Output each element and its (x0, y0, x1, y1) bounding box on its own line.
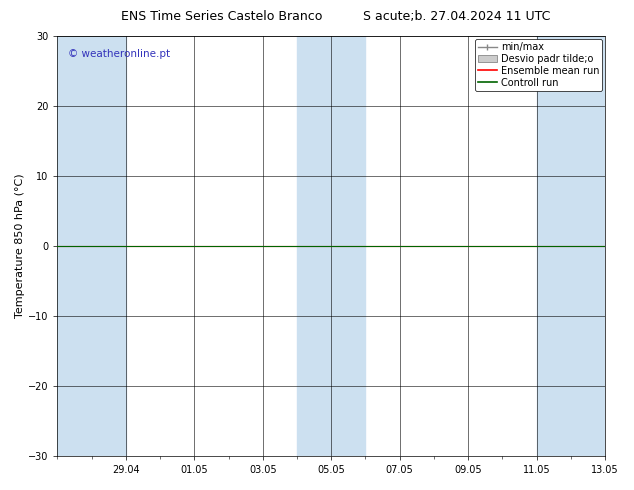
Legend: min/max, Desvio padr tilde;o, Ensemble mean run, Controll run: min/max, Desvio padr tilde;o, Ensemble m… (475, 39, 602, 91)
Text: © weatheronline.pt: © weatheronline.pt (68, 49, 171, 59)
Bar (57, 36, 126, 456)
Text: S acute;b. 27.04.2024 11 UTC: S acute;b. 27.04.2024 11 UTC (363, 10, 550, 23)
Y-axis label: Temperature 850 hPa (°C): Temperature 850 hPa (°C) (15, 174, 25, 318)
Bar (537, 36, 605, 456)
Bar (297, 36, 365, 456)
Text: ENS Time Series Castelo Branco: ENS Time Series Castelo Branco (121, 10, 323, 23)
